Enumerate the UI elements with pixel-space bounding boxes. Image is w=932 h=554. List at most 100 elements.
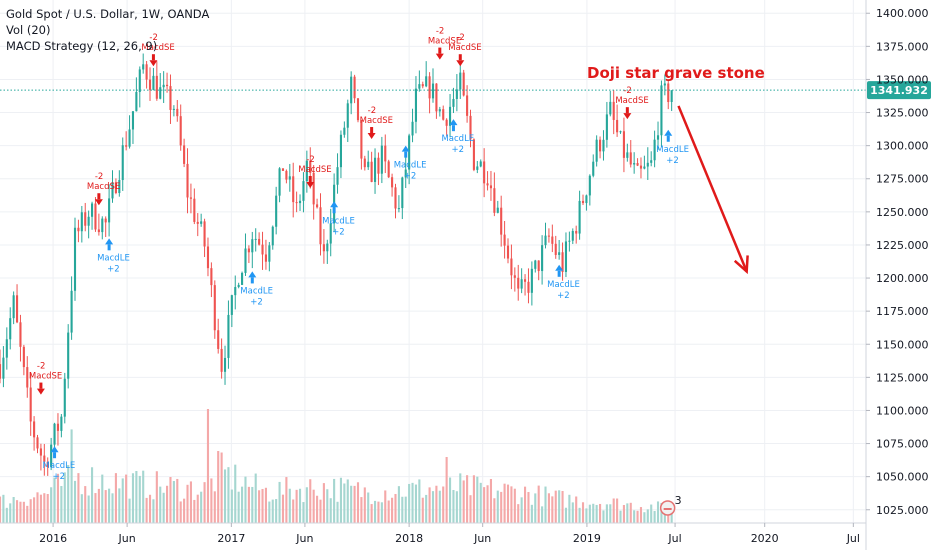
y-tick-label: 1275.000	[876, 173, 929, 186]
x-tick-label: 2017	[217, 532, 245, 545]
volume-bar	[500, 491, 503, 523]
candle-body	[414, 88, 418, 122]
volume-bar	[452, 489, 455, 523]
volume-bar	[0, 496, 2, 523]
y-tick-label: 1300.000	[876, 140, 929, 153]
volume-bar	[271, 499, 274, 523]
candle-body	[384, 145, 387, 162]
candle-body	[247, 248, 250, 253]
candle-body	[56, 423, 60, 431]
short-signal-arrow-icon	[623, 113, 632, 120]
volume-bar	[26, 505, 29, 523]
candle-body	[162, 84, 165, 88]
long-signal-stem-icon	[332, 207, 336, 214]
volume-bar	[483, 487, 486, 523]
candle-body	[534, 260, 537, 269]
candle-body	[367, 161, 370, 168]
candle-body	[510, 258, 513, 276]
volume-bar	[435, 485, 438, 523]
volume-bar	[377, 501, 380, 523]
long-signal-qty: +2	[557, 291, 570, 301]
short-signal-stem-icon	[438, 47, 442, 54]
candle-body	[547, 235, 550, 237]
long-signal-stem-icon	[107, 244, 111, 251]
long-signal-stem-icon	[557, 270, 561, 277]
candle-body	[128, 129, 131, 147]
volume-bar	[554, 490, 557, 523]
candle-body	[237, 284, 240, 288]
volume-bar	[486, 485, 489, 523]
candle-body	[561, 252, 564, 272]
volume-bar	[87, 495, 90, 523]
volume-bar	[394, 493, 397, 523]
candle-body	[581, 200, 585, 204]
last-price-tag[interactable]	[867, 81, 931, 100]
volume-bar	[479, 482, 482, 523]
short-signal-stem-icon	[308, 176, 312, 183]
candle-body	[605, 114, 608, 140]
y-tick-label: 1125.000	[876, 371, 929, 384]
short-signal-label: MacdSE	[29, 372, 62, 382]
candle-body	[39, 448, 42, 456]
long-signal-label: MacdLE	[441, 134, 474, 144]
volume-bar	[261, 488, 264, 523]
candle-body	[622, 131, 625, 158]
volume-bar	[336, 501, 339, 523]
candle-body	[520, 279, 523, 289]
volume-bar	[534, 493, 537, 523]
volume-bar	[408, 483, 411, 523]
volume-bar	[148, 494, 152, 523]
short-signal-stem-icon	[97, 193, 101, 200]
volume-bar	[179, 501, 182, 523]
volume-bar	[172, 481, 175, 523]
legend-strategy[interactable]: MACD Strategy (12, 26, 9)	[6, 39, 158, 53]
candle-body	[575, 230, 578, 234]
volume-bar	[605, 504, 608, 523]
candle-body	[326, 243, 329, 252]
volume-bar	[472, 475, 475, 523]
long-signal-qty: +2	[404, 172, 417, 182]
legend-volume[interactable]: Vol (20)	[6, 23, 51, 37]
volume-bar	[592, 503, 595, 523]
candle-body	[496, 207, 499, 213]
candle-body	[411, 121, 414, 136]
candle-body	[663, 83, 666, 86]
candle-body	[404, 169, 407, 178]
short-signal-label: MacdSE	[87, 182, 120, 192]
volume-bar	[578, 507, 581, 523]
short-signal-arrow-icon	[149, 60, 158, 67]
volume-bar	[138, 475, 141, 523]
y-tick-label: 1325.000	[876, 107, 929, 120]
volume-bar	[121, 478, 124, 523]
legend-symbol[interactable]: Gold Spot / U.S. Dollar, 1W, OANDA	[6, 7, 210, 21]
volume-bar	[67, 465, 70, 523]
short-signal-arrow-icon	[94, 199, 103, 206]
volume-bar	[588, 504, 591, 523]
volume-bar	[94, 493, 97, 523]
volume-bar	[104, 490, 107, 523]
long-signal-qty: +2	[451, 145, 464, 155]
short-signal-label: MacdSE	[615, 96, 648, 106]
volume-bar	[258, 490, 261, 523]
candle-body	[309, 160, 312, 173]
candle-body	[278, 168, 281, 196]
long-signal-qty: +2	[250, 297, 263, 307]
candle-body	[90, 203, 94, 217]
candle-body	[22, 346, 25, 368]
x-tick-label: Jun	[295, 532, 313, 545]
candle-body	[633, 163, 636, 165]
volume-bar	[616, 498, 619, 523]
long-signal-label: MacdLE	[656, 145, 689, 155]
volume-bar	[56, 473, 60, 523]
candle-body	[650, 160, 653, 163]
volume-bar	[414, 484, 418, 523]
volume-bar	[63, 472, 66, 523]
volume-bar	[305, 487, 308, 523]
candle-body	[356, 98, 360, 121]
candle-body	[380, 145, 383, 174]
long-signal-label: MacdLE	[394, 161, 427, 171]
candle-body	[43, 455, 46, 462]
candle-body	[67, 332, 70, 379]
